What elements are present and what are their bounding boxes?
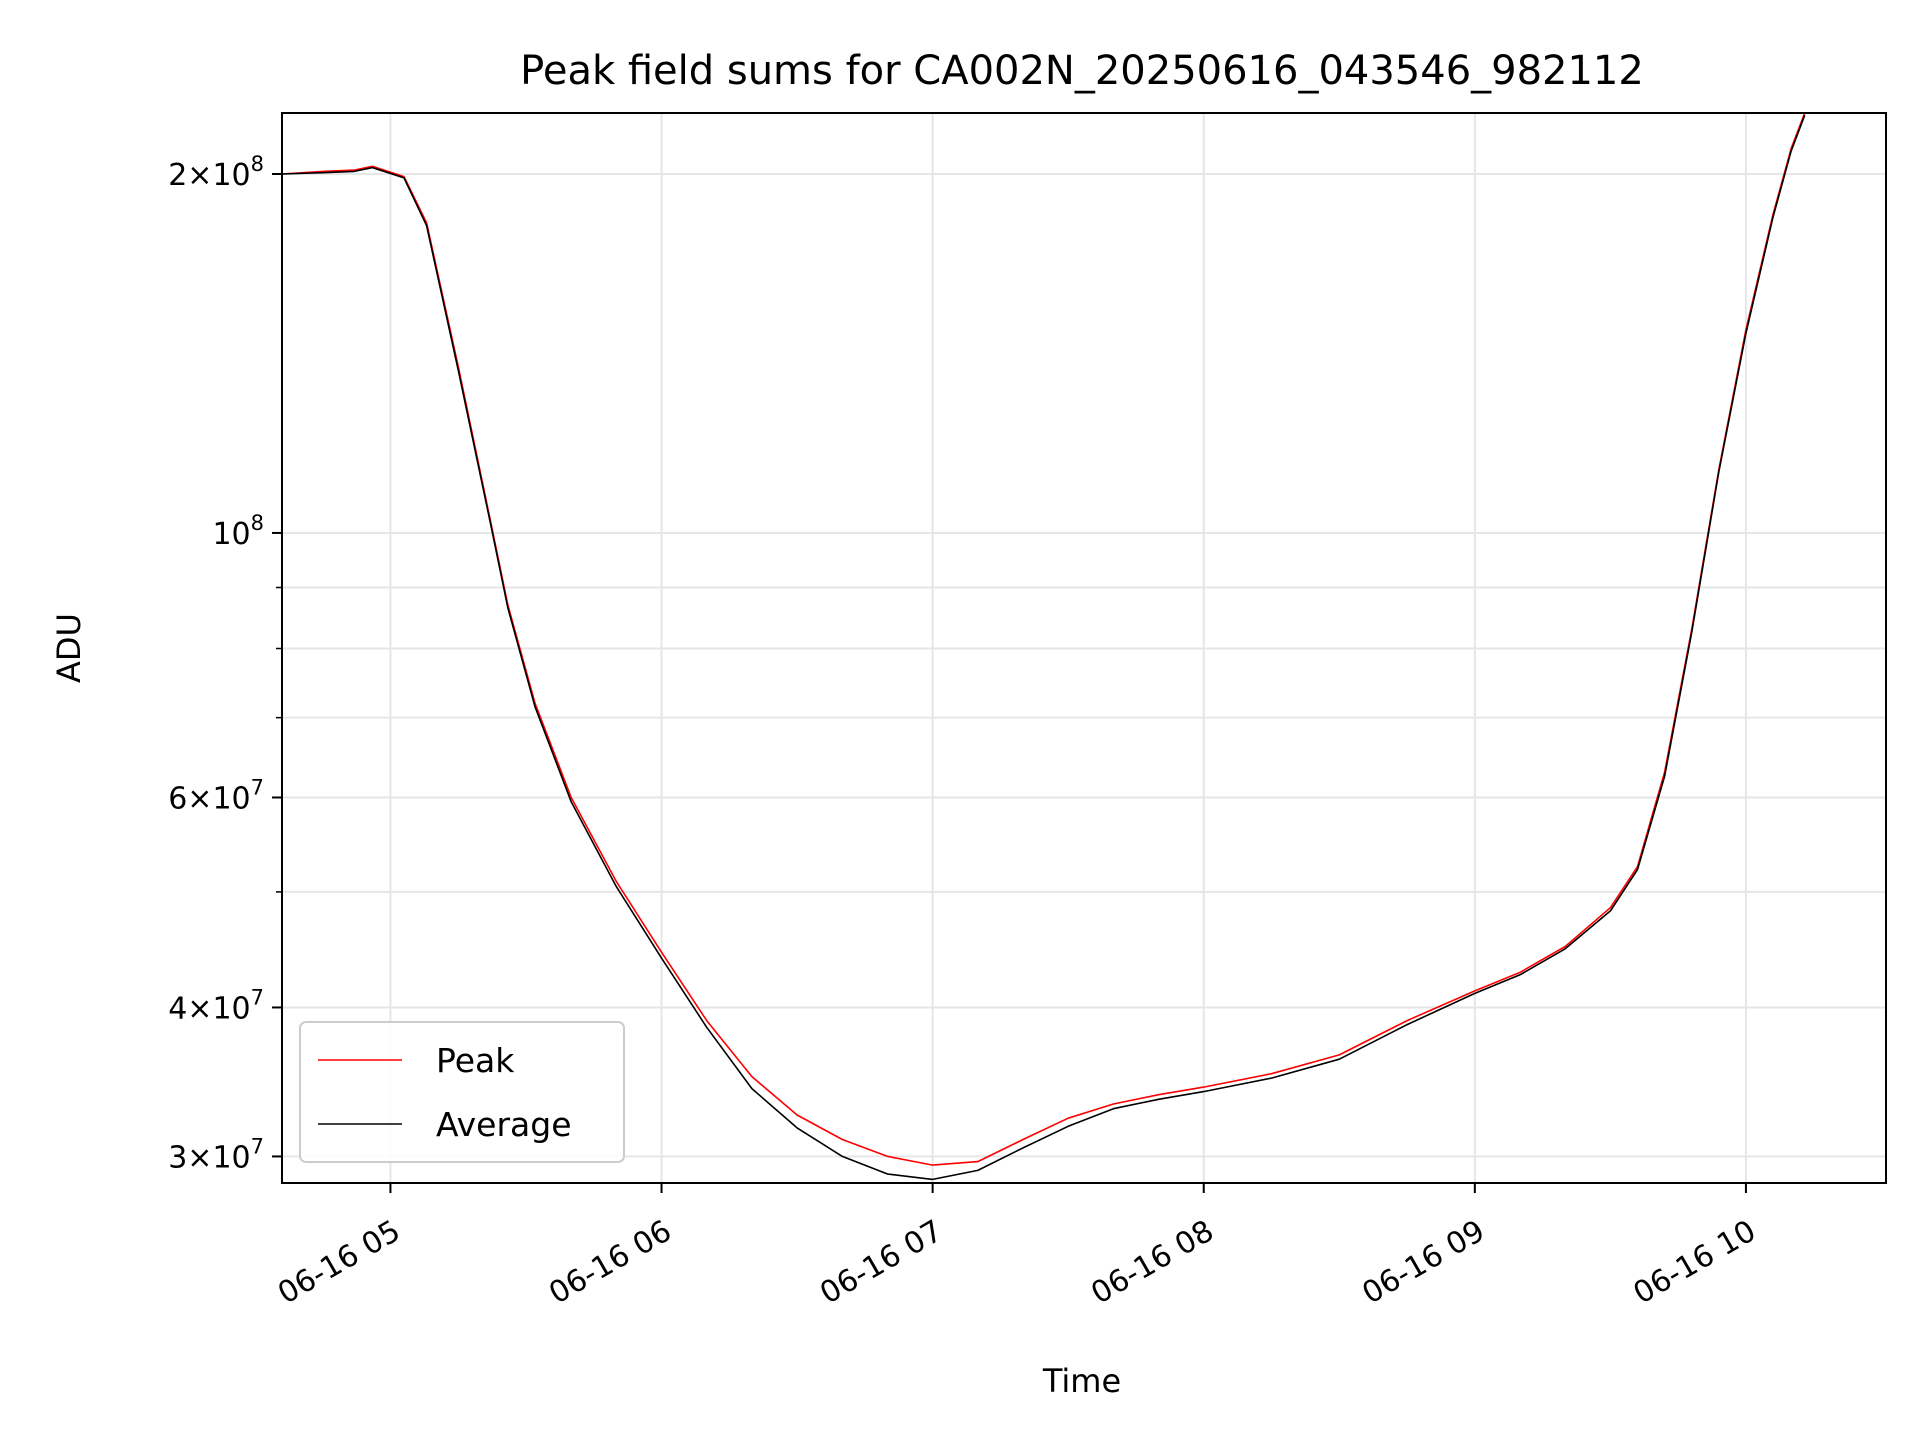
legend: Peak Average [299, 1021, 625, 1163]
chart-title: Peak field sums for CA002N_20250616_0435… [520, 48, 1644, 94]
series-group [281, 112, 1806, 1181]
y-tick-label: 108 [212, 511, 264, 552]
y-tick-label: 6×107 [168, 775, 264, 816]
grid [282, 113, 1886, 1183]
y-axis: 3×107 4×107 6×107 108 2×108 [168, 152, 282, 1175]
y-axis-label: ADU [50, 613, 88, 683]
x-axis-label: Time [1042, 1362, 1121, 1400]
legend-label-average: Average [436, 1105, 572, 1144]
series-line-average [281, 115, 1806, 1181]
y-tick-label: 2×108 [168, 152, 264, 193]
y-tick-label: 4×107 [168, 985, 264, 1026]
legend-box [299, 1021, 625, 1163]
legend-label-peak: Peak [436, 1041, 515, 1080]
y-tick-label: 3×107 [168, 1134, 264, 1175]
